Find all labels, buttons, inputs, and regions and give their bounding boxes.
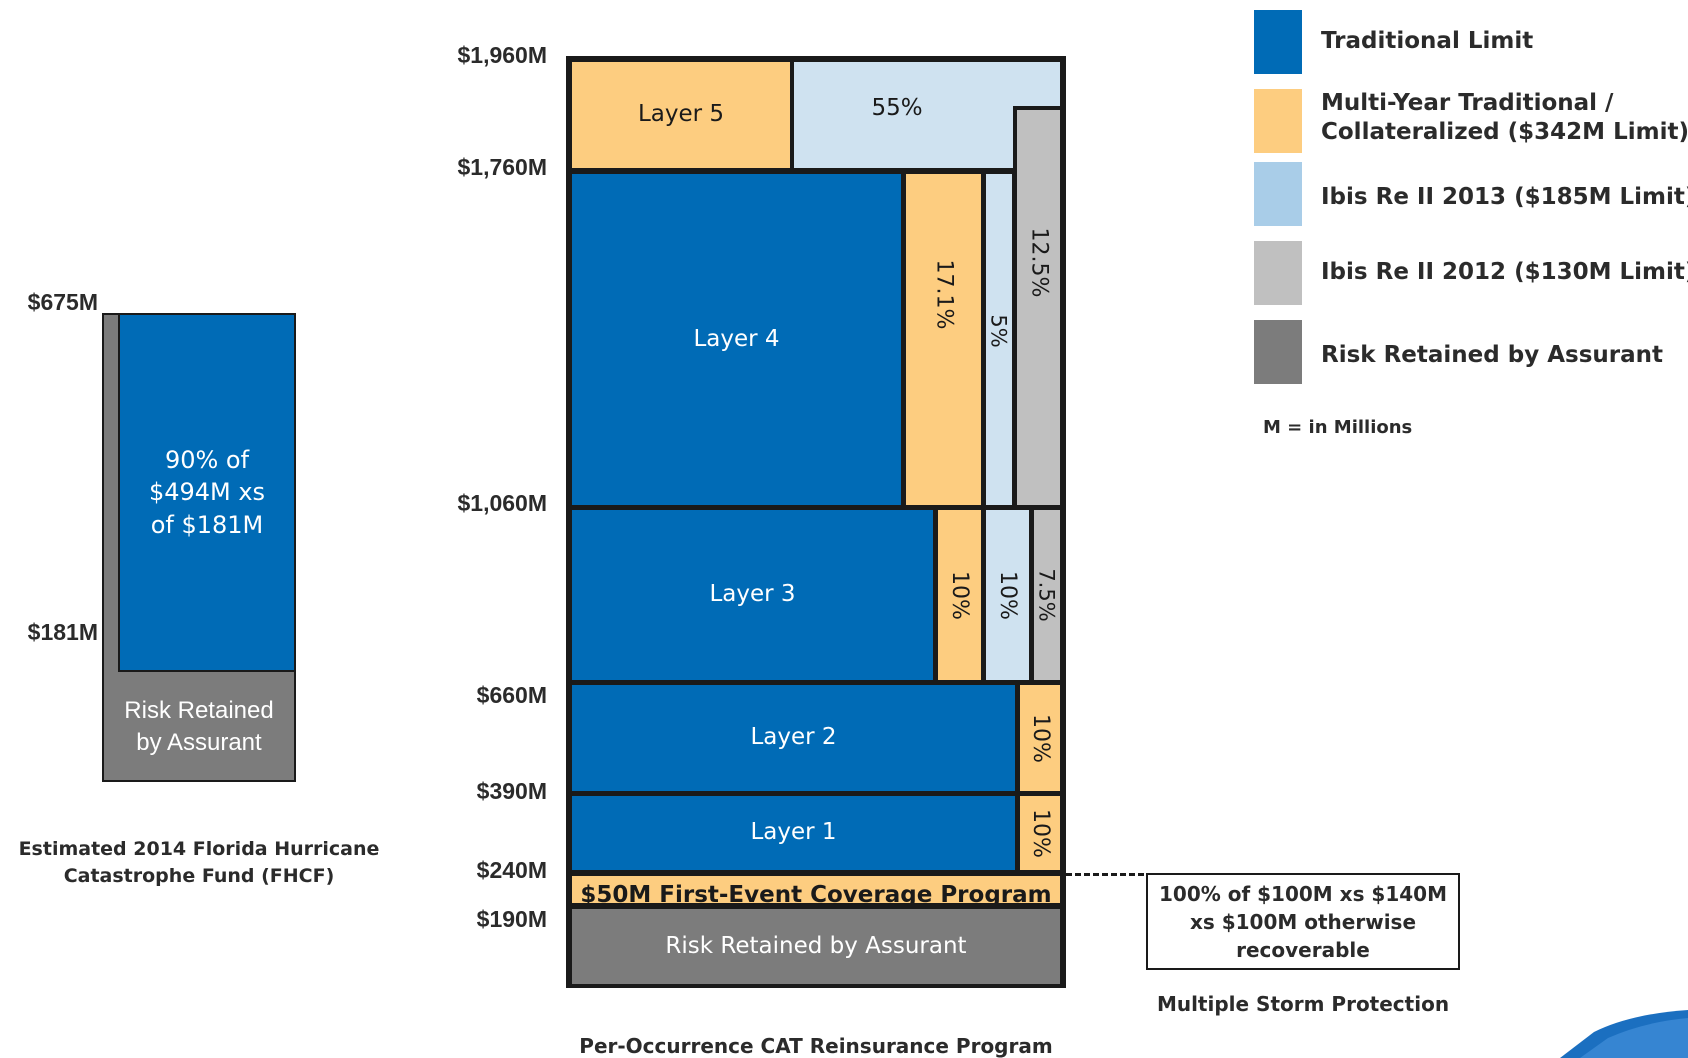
fhcf-coverage-line-2: $494M xs — [148, 478, 266, 507]
layer4-ibis2013-block: 5% — [982, 170, 1016, 509]
legend-swatch-ibis2012 — [1254, 241, 1302, 305]
y-label-660: $660M — [476, 682, 547, 708]
layer3-multiyear-block: 10% — [934, 506, 985, 684]
brand-swoosh-icon — [1560, 1010, 1688, 1058]
layer5-block: Layer 5 — [568, 58, 794, 172]
multiple-storm-caption: Multiple Storm Protection — [1156, 992, 1450, 1016]
layer1-block: Layer 1 — [568, 792, 1019, 874]
legend-retained-line-1: Risk Retained by Assurant — [1321, 342, 1663, 368]
layer3-ibis2013-share: 10% — [995, 570, 1020, 620]
layer4-ibis2012-share: 12.5% — [1026, 227, 1052, 298]
first-event-block: $50M First-Event Coverage Program — [568, 872, 1064, 907]
fhcf-caption-line-1: Estimated 2014 Florida Hurricane — [18, 838, 380, 860]
layer1-label: Layer 1 — [750, 819, 837, 846]
fhcf-caption: Estimated 2014 Florida Hurricane Catastr… — [0, 836, 398, 889]
program-retained-label: Risk Retained by Assurant — [665, 932, 967, 959]
legend-ibis2013-line-1: Ibis Re II 2013 ($185M Limit) — [1321, 184, 1688, 210]
legend-ibis2012-line-1: Ibis Re II 2012 ($130M Limit) — [1321, 259, 1688, 285]
multiple-storm-line-3: recoverable — [1236, 937, 1370, 962]
legend-swatch-traditional — [1254, 10, 1302, 74]
layer3-ibis2012-share: 7.5% — [1035, 568, 1060, 622]
legend-label-ibis2012: Ibis Re II 2012 ($130M Limit) — [1321, 258, 1688, 287]
layer4-block: Layer 4 — [568, 170, 905, 509]
fhcf-coverage-block: 90% of $494M xs of $181M — [118, 313, 296, 672]
legend-label-traditional: Traditional Limit — [1321, 27, 1533, 56]
y-label-1960: $1,960M — [457, 42, 547, 68]
fhcf-retained-block: Risk Retained by Assurant — [104, 674, 294, 780]
layer3-label: Layer 3 — [709, 581, 796, 608]
layer1-multiyear-share: 10% — [1027, 808, 1053, 858]
multiple-storm-box: 100% of $100M xs $140M xs $100M otherwis… — [1146, 873, 1460, 970]
layer4-multiyear-block: 17.1% — [902, 170, 985, 509]
y-label-390: $390M — [476, 778, 547, 804]
legend-multi-year-line-1: Multi-Year Traditional / — [1321, 90, 1614, 116]
layer4-label: Layer 4 — [693, 325, 780, 352]
fhcf-coverage-line-3: of $181M — [150, 510, 264, 539]
fhcf-caption-line-2: Catastrophe Fund (FHCF) — [63, 864, 335, 887]
legend-note: M = in Millions — [1263, 417, 1413, 438]
y-label-240: $240M — [476, 857, 547, 883]
multiple-storm-connector — [1066, 873, 1144, 876]
first-event-label: $50M First-Event Coverage Program — [580, 881, 1052, 907]
y-label-1060: $1,060M — [457, 490, 547, 516]
layer5-ibis2013-share: 55% — [871, 95, 923, 122]
program-retained-block: Risk Retained by Assurant — [568, 905, 1064, 988]
legend-traditional-line-1: Traditional Limit — [1321, 28, 1534, 54]
multiple-storm-line-1: 100% of $100M xs $140M — [1158, 881, 1448, 906]
fhcf-retained-line-1: Risk Retained — [124, 696, 274, 724]
layer2-multiyear-block: 10% — [1016, 681, 1064, 795]
legend-swatch-retained — [1254, 320, 1302, 384]
layer2-label: Layer 2 — [750, 724, 837, 751]
fhcf-top-label: $675M — [27, 289, 98, 315]
layer3-ibis2013-block: 10% — [982, 506, 1033, 684]
legend-swatch-multi-year — [1254, 89, 1302, 153]
layer4-ibis2012-block: 12.5% — [1013, 106, 1064, 509]
legend-multi-year-line-2: Collateralized ($342M Limit) — [1321, 118, 1688, 145]
layer2-block: Layer 2 — [568, 681, 1019, 795]
layer1-multiyear-block: 10% — [1016, 792, 1064, 874]
multiple-storm-line-2: xs $100M otherwise — [1189, 909, 1417, 934]
layer4-ibis2013-share: 5% — [987, 313, 1012, 348]
layer2-multiyear-share: 10% — [1027, 713, 1053, 763]
layer3-multiyear-share: 10% — [947, 570, 972, 620]
legend-swatch-ibis2013 — [1254, 162, 1302, 226]
layer5-label: Layer 5 — [637, 101, 725, 128]
fhcf-retained-line-2: by Assurant — [136, 729, 262, 756]
y-label-190: $190M — [476, 906, 547, 932]
legend-label-retained: Risk Retained by Assurant — [1321, 341, 1663, 370]
legend-label-ibis2013: Ibis Re II 2013 ($185M Limit) — [1321, 183, 1688, 212]
legend-label-multi-year: Multi-Year Traditional / Collateralized … — [1321, 89, 1688, 147]
layer4-multiyear-share: 17.1% — [930, 259, 956, 330]
layer3-block: Layer 3 — [568, 506, 937, 684]
fhcf-bottom-label: $181M — [27, 619, 98, 645]
layer3-ibis2012-block: 7.5% — [1030, 506, 1064, 684]
program-caption: Per-Occurrence CAT Reinsurance Program — [579, 1034, 1053, 1058]
y-label-1760: $1,760M — [457, 154, 547, 180]
fhcf-coverage-line-1: 90% of — [164, 445, 250, 474]
